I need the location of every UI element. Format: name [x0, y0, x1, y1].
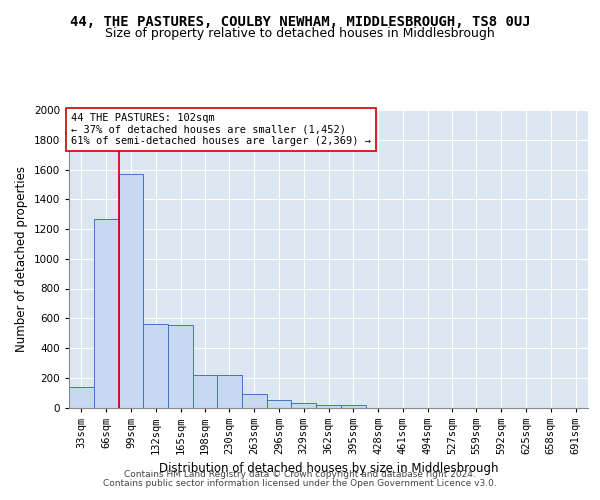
X-axis label: Distribution of detached houses by size in Middlesbrough: Distribution of detached houses by size …	[159, 462, 498, 475]
Bar	[316, 404, 341, 407]
Bar	[69, 386, 94, 407]
Text: Contains HM Land Registry data © Crown copyright and database right 2024.: Contains HM Land Registry data © Crown c…	[124, 470, 476, 479]
Text: 44 THE PASTURES: 102sqm
← 37% of detached houses are smaller (1,452)
61% of semi: 44 THE PASTURES: 102sqm ← 37% of detache…	[71, 113, 371, 146]
Bar	[217, 375, 242, 408]
Text: Contains public sector information licensed under the Open Government Licence v3: Contains public sector information licen…	[103, 479, 497, 488]
Bar	[119, 174, 143, 408]
Y-axis label: Number of detached properties: Number of detached properties	[15, 166, 28, 352]
Bar	[292, 403, 316, 407]
Bar	[168, 325, 193, 407]
Bar	[94, 218, 119, 408]
Bar	[266, 400, 292, 407]
Text: Size of property relative to detached houses in Middlesbrough: Size of property relative to detached ho…	[105, 28, 495, 40]
Bar	[242, 394, 266, 407]
Text: 44, THE PASTURES, COULBY NEWHAM, MIDDLESBROUGH, TS8 0UJ: 44, THE PASTURES, COULBY NEWHAM, MIDDLES…	[70, 15, 530, 29]
Bar	[193, 375, 217, 408]
Bar	[341, 404, 365, 407]
Bar	[143, 324, 168, 407]
